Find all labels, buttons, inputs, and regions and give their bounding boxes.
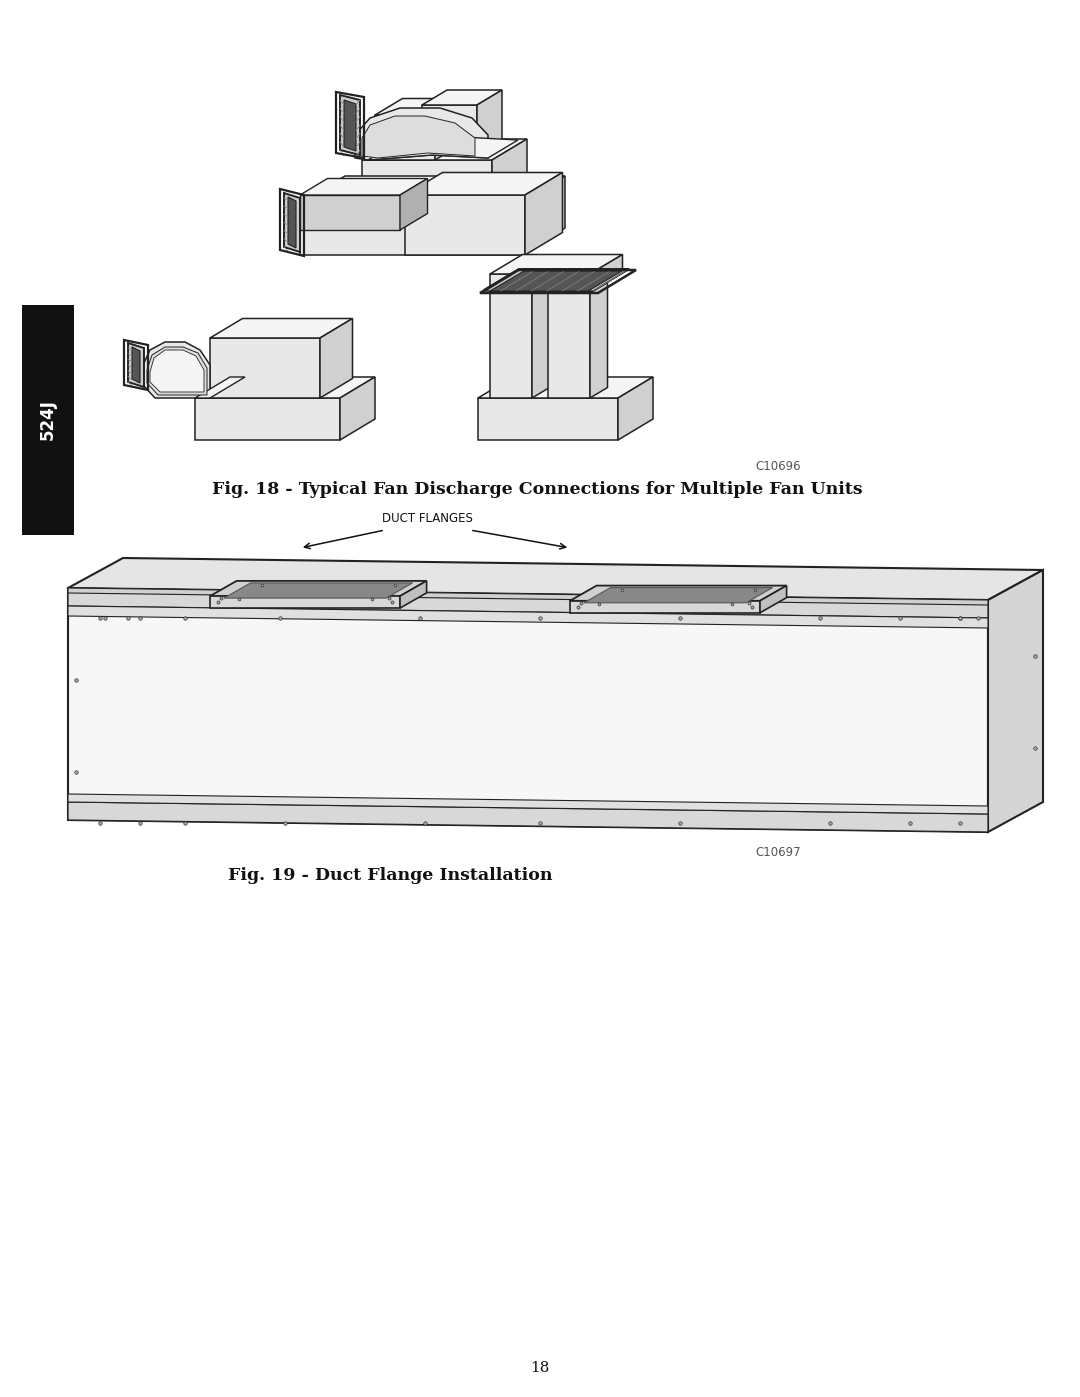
Polygon shape xyxy=(300,179,428,196)
Polygon shape xyxy=(355,108,488,161)
Polygon shape xyxy=(422,105,477,155)
Polygon shape xyxy=(210,581,427,597)
Polygon shape xyxy=(490,288,532,398)
Polygon shape xyxy=(570,585,786,601)
Text: C10697: C10697 xyxy=(755,845,800,859)
Bar xyxy=(22,305,75,535)
Text: C10696: C10696 xyxy=(755,461,800,474)
Polygon shape xyxy=(68,588,988,605)
Polygon shape xyxy=(584,588,772,602)
Text: Fig. 18 - Typical Fan Discharge Connections for Multiple Fan Units: Fig. 18 - Typical Fan Discharge Connecti… xyxy=(212,482,862,499)
Polygon shape xyxy=(224,583,413,598)
Polygon shape xyxy=(195,377,375,398)
Polygon shape xyxy=(132,346,140,383)
Polygon shape xyxy=(618,377,653,440)
Polygon shape xyxy=(68,557,1043,599)
Polygon shape xyxy=(375,115,435,161)
Polygon shape xyxy=(210,338,320,398)
Polygon shape xyxy=(490,254,622,274)
Polygon shape xyxy=(68,606,988,629)
Polygon shape xyxy=(532,278,550,398)
Polygon shape xyxy=(129,344,144,387)
Polygon shape xyxy=(525,172,563,256)
Polygon shape xyxy=(760,585,786,613)
Polygon shape xyxy=(368,137,518,161)
Polygon shape xyxy=(375,99,462,115)
Polygon shape xyxy=(362,116,475,158)
Polygon shape xyxy=(195,377,245,398)
Polygon shape xyxy=(210,319,352,338)
Polygon shape xyxy=(284,193,300,251)
Text: 524J: 524J xyxy=(39,400,57,440)
Polygon shape xyxy=(362,138,527,161)
Polygon shape xyxy=(548,293,590,398)
Polygon shape xyxy=(477,89,502,155)
Polygon shape xyxy=(405,172,563,196)
Polygon shape xyxy=(485,270,629,291)
Polygon shape xyxy=(490,274,590,292)
Polygon shape xyxy=(590,282,607,398)
Polygon shape xyxy=(570,601,760,613)
Polygon shape xyxy=(150,351,204,393)
Polygon shape xyxy=(143,342,210,398)
Polygon shape xyxy=(435,99,462,161)
Polygon shape xyxy=(147,346,207,395)
Polygon shape xyxy=(300,196,400,231)
Polygon shape xyxy=(320,319,352,398)
Polygon shape xyxy=(68,588,988,833)
Polygon shape xyxy=(490,271,622,291)
Polygon shape xyxy=(478,377,653,398)
Polygon shape xyxy=(195,398,340,440)
Polygon shape xyxy=(300,176,565,203)
Polygon shape xyxy=(519,176,565,256)
Polygon shape xyxy=(590,254,622,292)
Polygon shape xyxy=(210,597,400,608)
Polygon shape xyxy=(988,570,1043,833)
Polygon shape xyxy=(484,270,629,291)
Polygon shape xyxy=(400,179,428,231)
Polygon shape xyxy=(68,588,988,617)
Polygon shape xyxy=(548,282,607,293)
Polygon shape xyxy=(405,196,525,256)
Polygon shape xyxy=(345,101,356,151)
Polygon shape xyxy=(288,197,296,249)
Polygon shape xyxy=(422,89,502,105)
Polygon shape xyxy=(68,793,988,814)
Polygon shape xyxy=(400,581,427,608)
Polygon shape xyxy=(68,802,988,833)
Text: 18: 18 xyxy=(530,1361,550,1375)
Polygon shape xyxy=(478,398,618,440)
Polygon shape xyxy=(490,278,550,288)
Polygon shape xyxy=(300,203,519,256)
Polygon shape xyxy=(340,95,360,155)
Polygon shape xyxy=(340,377,375,440)
Text: Fig. 19 - Duct Flange Installation: Fig. 19 - Duct Flange Installation xyxy=(228,866,552,883)
Polygon shape xyxy=(362,161,492,205)
Text: DUCT FLANGES: DUCT FLANGES xyxy=(381,511,472,524)
Polygon shape xyxy=(492,138,527,205)
